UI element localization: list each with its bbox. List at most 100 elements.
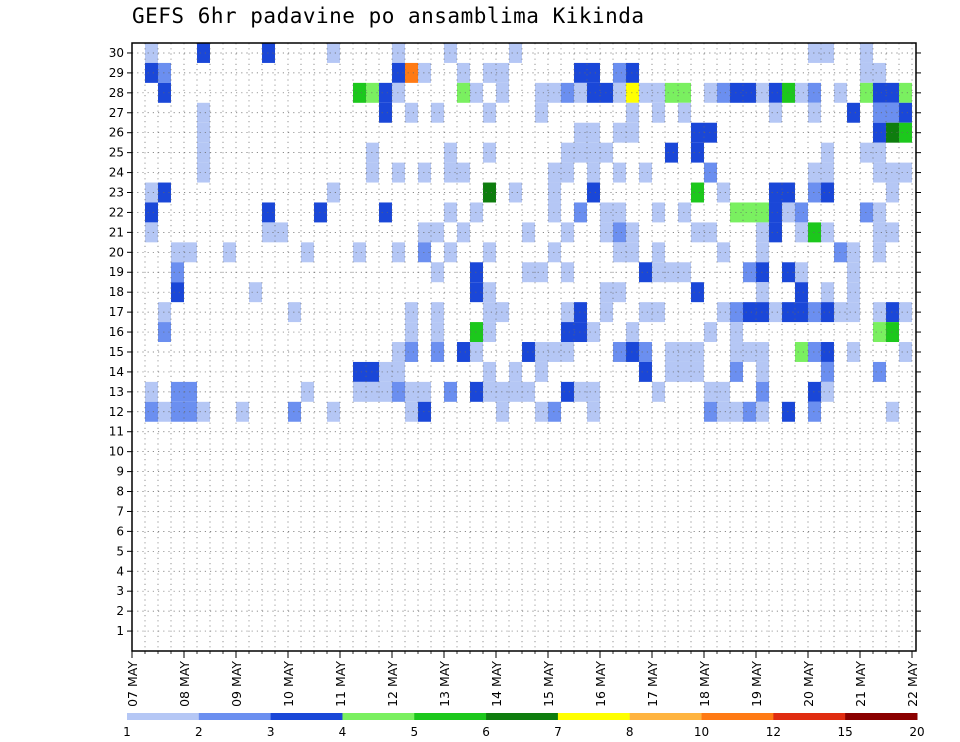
heatmap-cell [704,322,717,343]
heatmap-cell [808,43,821,63]
heatmap-cell [457,342,470,362]
heatmap-cell [145,222,158,243]
y-tick-label: 25 [109,146,124,160]
heatmap-cell [795,262,808,283]
heatmap-cell [717,182,730,203]
heatmap-cell [756,302,769,323]
heatmap-cell [873,62,886,83]
heatmap-cell [444,142,457,163]
heatmap-cell [405,102,418,123]
heatmap-cell [184,401,197,422]
heatmap-cell [730,342,743,362]
y-tick-label: 4 [116,564,124,578]
heatmap-cell [691,361,704,382]
heatmap-cell [301,242,314,263]
heatmap-cell [574,202,587,223]
heatmap-cell [535,361,548,382]
y-tick-label: 28 [109,86,124,100]
x-tick-label: 16 MAY [593,661,608,707]
heatmap-cell [808,401,821,422]
heatmap-cell [769,182,782,203]
x-tick-label: 09 MAY [229,661,244,707]
colorbar-label: 20 [909,725,924,739]
heatmap-cell [535,342,548,362]
x-tick-label: 11 MAY [333,661,348,707]
y-tick-label: 3 [116,584,124,598]
heatmap-cell [886,82,899,103]
heatmap-cell [899,342,912,362]
x-tick-label: 10 MAY [281,661,296,707]
x-axis: 07 MAY 08 MAY 09 MAY 10 MAY 11 MAY 12 MAY 13 M… [125,651,920,707]
colorbar-swatch [629,713,703,720]
heatmap-cell [756,82,769,103]
heatmap-cell [795,342,808,362]
y-tick-label: 22 [109,205,124,219]
heatmap-cell [847,102,860,123]
heatmap-cell [574,122,587,143]
heatmap-cell [587,401,600,422]
heatmap-cell [522,222,535,243]
heatmap-cell [392,62,405,83]
heatmap-cell [418,62,431,83]
heatmap-cell [847,302,860,323]
heatmap-cell [808,162,821,183]
heatmap-cell [743,82,756,103]
heatmap-cell [717,302,730,323]
x-tick-label: 12 MAY [385,661,400,707]
heatmap-cell [483,302,496,323]
heatmap-cell [548,82,561,103]
y-tick-label: 2 [116,604,124,618]
heatmap-cell [704,222,717,243]
colorbar-label: 5 [410,725,418,739]
heatmap-cell [860,142,873,163]
heatmap-cell [873,162,886,183]
y-tick-label: 10 [109,445,124,459]
heatmap-cell [483,142,496,163]
heatmap-cell [496,401,509,422]
heatmap-cell [743,202,756,223]
colorbar-swatch [342,713,415,720]
heatmap-cell [522,381,535,402]
heatmap-cell [392,342,405,362]
heatmap-cell [561,381,574,402]
heatmap-cell [405,302,418,323]
heatmap-cell [873,82,886,103]
heatmap-cell [821,361,834,382]
heatmap-cell [561,262,574,283]
heatmap-cell [496,302,509,323]
heatmap-cell [262,43,275,63]
heatmap-cell [574,142,587,163]
heatmap-cell [366,381,379,402]
colorbar-label: 15 [838,725,853,739]
heatmap-cell [418,381,431,402]
heatmap-cell [834,242,847,263]
y-tick-label: 26 [109,126,124,140]
heatmap-cell [899,122,912,143]
heatmap-cell [249,282,262,303]
heatmap-cell [795,202,808,223]
heatmap-cell [145,62,158,83]
heatmap-cell [626,342,639,362]
heatmap-cell [561,82,574,103]
heatmap-cell [691,342,704,362]
heatmap-cell [704,122,717,143]
y-tick-label: 27 [109,106,124,120]
heatmap-cell [405,342,418,362]
heatmap-cell [769,202,782,223]
heatmap-cell [145,43,158,63]
heatmap-cell [626,322,639,343]
heatmap-cell [418,242,431,263]
heatmap-cell [600,82,613,103]
y-tick-label: 1 [116,624,124,638]
heatmap-cell [626,222,639,243]
colorbar-label: 4 [339,725,347,739]
heatmap-cell [886,122,899,143]
heatmap-cell [587,142,600,163]
heatmap-cell [327,43,340,63]
heatmap-cell [860,82,873,103]
colorbar-swatch [127,713,200,720]
heatmap-cell [652,102,665,123]
heatmap-cell [197,102,210,123]
heatmap-cell [678,82,691,103]
heatmap-cell [483,381,496,402]
